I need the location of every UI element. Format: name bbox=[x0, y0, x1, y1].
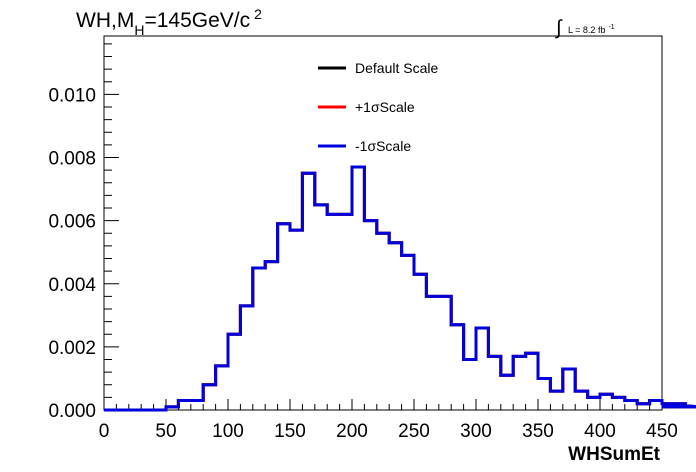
y-tick-label: 0.000 bbox=[48, 401, 96, 422]
x-tick-label: 400 bbox=[584, 421, 616, 442]
y-tick-label: 0.002 bbox=[48, 338, 96, 359]
histogram-series-1 bbox=[104, 165, 696, 412]
legend-label: +1σScale bbox=[355, 99, 415, 115]
luminosity-annotation: ∫ L = 8.2 fb -1 bbox=[555, 17, 615, 39]
y-tick-label: 0.008 bbox=[48, 149, 96, 170]
title-superscript: 2 bbox=[254, 6, 262, 22]
x-axis: 0 50 100 150 200 250 300 350 400 450 bbox=[99, 399, 678, 442]
x-tick-label: 100 bbox=[212, 421, 244, 442]
legend: Default Scale +1σScale -1σScale bbox=[318, 60, 438, 154]
histogram-series-2 bbox=[104, 165, 696, 412]
x-tick-label: 300 bbox=[460, 421, 492, 442]
x-tick-label: 50 bbox=[155, 421, 176, 442]
histogram-series-0 bbox=[104, 165, 696, 412]
x-tick-label: 150 bbox=[274, 421, 306, 442]
legend-label: -1σScale bbox=[355, 138, 411, 154]
y-tick-label: 0.006 bbox=[48, 212, 96, 233]
x-tick-label: 250 bbox=[398, 421, 430, 442]
chart-title: WH,MH=145GeV/c 2 bbox=[76, 6, 262, 38]
x-tick-label: 350 bbox=[522, 421, 554, 442]
x-tick-label: 200 bbox=[336, 421, 368, 442]
luminosity-text: L = 8.2 fb -1 bbox=[568, 24, 615, 35]
integral-symbol: ∫ bbox=[555, 17, 563, 39]
title-main: WH,M bbox=[76, 9, 134, 32]
x-axis-title: WHSumEt bbox=[568, 444, 661, 465]
title-rest: =145GeV/c bbox=[144, 9, 250, 32]
luminosity-value: L = 8.2 fb bbox=[568, 25, 605, 35]
y-tick-label: 0.010 bbox=[48, 85, 96, 106]
y-tick-label: 0.004 bbox=[48, 275, 96, 296]
luminosity-exponent: -1 bbox=[608, 24, 614, 31]
plot-frame bbox=[103, 35, 663, 411]
legend-label: Default Scale bbox=[355, 60, 438, 76]
title-subscript: H bbox=[134, 22, 144, 38]
y-axis: 0.000 0.002 0.004 0.006 0.008 0.010 bbox=[48, 43, 119, 422]
series-layer bbox=[104, 165, 696, 412]
x-tick-label: 0 bbox=[99, 421, 110, 442]
x-tick-label: 450 bbox=[646, 421, 678, 442]
